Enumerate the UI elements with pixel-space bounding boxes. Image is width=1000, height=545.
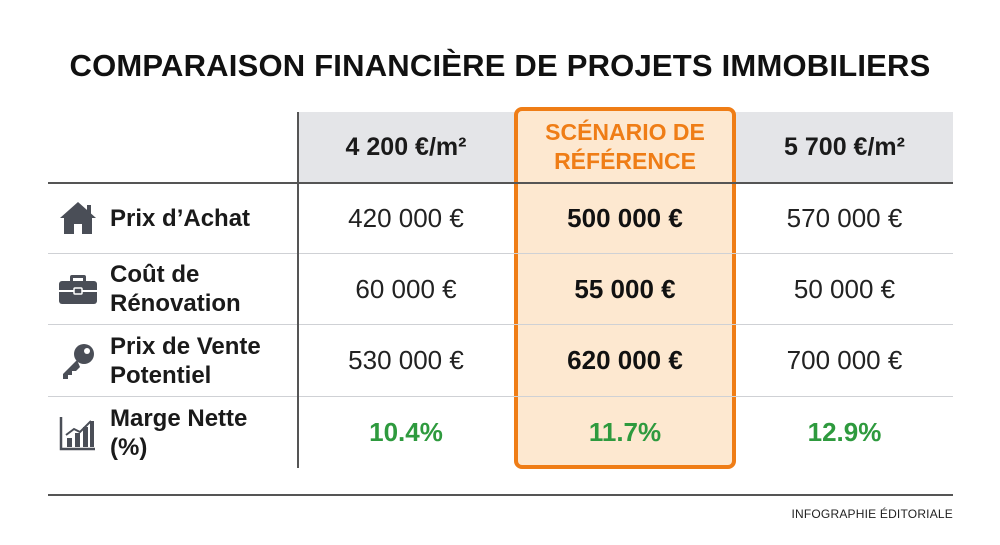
cell-value: 530 000 € [348, 345, 464, 375]
label-column-separator [297, 112, 299, 468]
row-label-net-margin: Marge Nette (%) [48, 397, 298, 468]
row-label-text: Prix d’Achat [110, 204, 251, 232]
row-separator [48, 396, 953, 397]
cell-value-reference: 55 000 € [574, 273, 676, 304]
column-header-reference: SCÉNARIO DE RÉFÉRENCE [514, 112, 736, 182]
column-header-reference-line1: SCÉNARIO DE [545, 119, 705, 145]
house-icon [52, 199, 104, 237]
row-separator [48, 324, 953, 325]
cell-value: 50 000 € [793, 273, 896, 304]
row-label-text-line2: Potentiel [110, 361, 212, 389]
row-label-renovation: Coût de Rénovation [48, 254, 298, 324]
cell-value-reference: 620 000 € [567, 345, 683, 375]
reference-column-highlight [514, 107, 736, 469]
header-separator [48, 182, 953, 184]
page-title: COMPARAISON FINANCIÈRE DE PROJETS IMMOBI… [69, 48, 931, 83]
key-icon [52, 341, 104, 381]
bar-chart-icon [52, 414, 104, 452]
row-label-text-line1: Marge Nette [110, 404, 248, 432]
cell-value-margin: 12.9% [807, 417, 882, 447]
footer-credit: INFOGRAPHIE ÉDITORIALE [791, 507, 953, 521]
column-header-low: 4 200 €/m² [345, 132, 467, 161]
cell-value: 700 000 € [786, 345, 903, 375]
row-separator [48, 253, 953, 254]
briefcase-icon [52, 271, 104, 307]
row-label-text-line2: (%) [110, 433, 148, 461]
column-header-high: 5 700 €/m² [784, 132, 905, 161]
row-label-sale-price: Prix de Vente Potentiel [48, 325, 298, 396]
footer-divider [48, 494, 953, 496]
cell-value: 60 000 € [355, 273, 457, 304]
row-label-text-line2: Rénovation [110, 290, 241, 317]
cell-value-margin: 10.4% [369, 417, 443, 447]
column-header-reference-line2: RÉFÉRENCE [554, 148, 696, 174]
row-label-purchase: Prix d’Achat [48, 183, 298, 253]
cell-value: 570 000 € [786, 202, 903, 233]
cell-value: 420 000 € [348, 202, 464, 233]
row-label-text-line1: Coût de [110, 261, 200, 288]
comparison-table: 4 200 €/m² SCÉNARIO DE RÉFÉRENCE 5 700 €… [48, 107, 953, 469]
row-label-text-line1: Prix de Vente [110, 332, 261, 360]
cell-value-reference: 500 000 € [567, 202, 683, 233]
cell-value-margin-reference: 11.7% [588, 417, 662, 447]
